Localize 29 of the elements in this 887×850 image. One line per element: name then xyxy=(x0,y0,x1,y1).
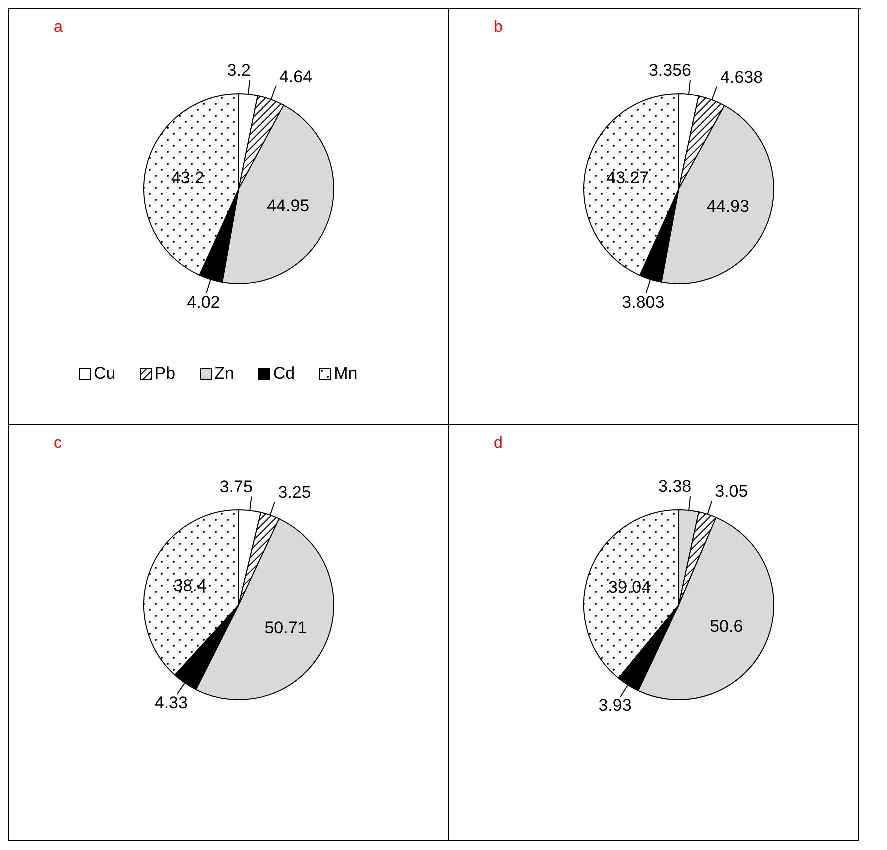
chart-title: b xyxy=(494,19,503,37)
chart-title: a xyxy=(54,19,63,37)
legend-label: Zn xyxy=(214,364,234,384)
data-label: 44.95 xyxy=(267,196,310,216)
legend-label: Mn xyxy=(333,364,358,384)
data-label: 4.638 xyxy=(720,68,764,87)
legend-label: Cd xyxy=(272,364,296,384)
data-label: 50.71 xyxy=(264,618,308,638)
legend-label: Cu xyxy=(93,364,116,384)
data-label: 3.2 xyxy=(227,61,251,80)
data-label: 4.64 xyxy=(279,68,313,87)
data-label: 4.33 xyxy=(154,693,188,712)
chart-title: c xyxy=(54,435,62,453)
data-label: 50.6 xyxy=(710,616,744,636)
data-label: 3.25 xyxy=(278,483,312,502)
data-label: 3.356 xyxy=(648,61,692,80)
data-label: 39.04 xyxy=(608,578,652,597)
legend-label: Pb xyxy=(154,364,176,384)
data-label: 43.2 xyxy=(171,168,204,188)
data-label: 3.803 xyxy=(622,293,665,312)
data-label: 3.05 xyxy=(715,482,748,502)
chart-title: d xyxy=(494,435,503,453)
data-label: 3.75 xyxy=(220,477,253,496)
data-label: 44.93 xyxy=(706,197,750,216)
data-label: 3.93 xyxy=(598,696,632,715)
data-label: 38.4 xyxy=(174,576,207,596)
data-label: 43.27 xyxy=(606,168,650,188)
data-label: 3.38 xyxy=(658,477,692,496)
data-label: 4.02 xyxy=(187,293,220,312)
